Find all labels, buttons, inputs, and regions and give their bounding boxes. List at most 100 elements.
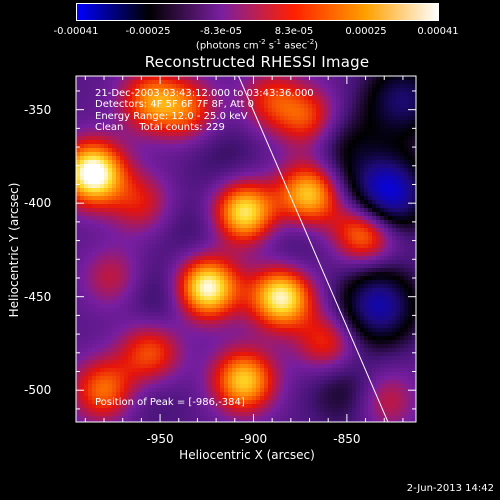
heatmap-cell [240, 256, 244, 260]
heatmap-cell [240, 180, 244, 184]
heatmap-cell [264, 92, 268, 96]
heatmap-cell [212, 292, 216, 296]
heatmap-cell [352, 268, 356, 272]
heatmap-cell [76, 100, 80, 104]
heatmap-cell [372, 232, 376, 236]
heatmap-cell [320, 196, 324, 200]
heatmap-cell [308, 236, 312, 240]
heatmap-cell [212, 112, 216, 116]
heatmap-cell [172, 244, 176, 248]
heatmap-cell [232, 196, 236, 200]
heatmap-cell [288, 208, 292, 212]
heatmap-cell [352, 88, 356, 92]
heatmap-cell [128, 164, 132, 168]
heatmap-cell [88, 152, 92, 156]
heatmap-cell [176, 192, 180, 196]
heatmap-cell [276, 172, 280, 176]
heatmap-cell [304, 176, 308, 180]
heatmap-cell [80, 288, 84, 292]
heatmap-cell [352, 188, 356, 192]
heatmap-cell [148, 248, 152, 252]
heatmap-cell [196, 264, 200, 268]
heatmap-cell [96, 88, 100, 92]
heatmap-cell [348, 176, 352, 180]
heatmap-cell [112, 256, 116, 260]
heatmap-cell [256, 132, 260, 136]
heatmap-cell [232, 220, 236, 224]
heatmap-cell [228, 216, 232, 220]
heatmap-cell [288, 284, 292, 288]
heatmap-cell [396, 292, 400, 296]
heatmap-cell [128, 160, 132, 164]
heatmap-cell [388, 176, 392, 180]
heatmap-cell [140, 292, 144, 296]
heatmap-cell [400, 272, 404, 276]
heatmap-cell [188, 192, 192, 196]
heatmap-cell [296, 100, 300, 104]
heatmap-cell [108, 120, 112, 124]
heatmap-cell [276, 80, 280, 84]
heatmap-cell [408, 260, 412, 264]
heatmap-cell [296, 176, 300, 180]
heatmap-cell [104, 272, 108, 276]
heatmap-cell [128, 180, 132, 184]
heatmap-cell [296, 216, 300, 220]
heatmap-cell [280, 164, 284, 168]
heatmap-cell [252, 220, 256, 224]
heatmap-cell [252, 304, 256, 308]
heatmap-cell [156, 304, 160, 308]
heatmap-cell [144, 280, 148, 284]
heatmap-cell [332, 196, 336, 200]
heatmap-cell [388, 264, 392, 268]
heatmap-cell [380, 188, 384, 192]
heatmap-cell [380, 180, 384, 184]
heatmap-cell [132, 192, 136, 196]
heatmap-cell [240, 80, 244, 84]
heatmap-cell [224, 288, 228, 292]
heatmap-cell [208, 268, 212, 272]
heatmap-cell [400, 148, 404, 152]
heatmap-cell [388, 112, 392, 116]
heatmap-cell [168, 268, 172, 272]
heatmap-cell [216, 164, 220, 168]
heatmap-cell [232, 264, 236, 268]
heatmap-cell [136, 108, 140, 112]
heatmap-cell [284, 144, 288, 148]
heatmap-cell [92, 212, 96, 216]
heatmap-cell [112, 260, 116, 264]
heatmap-cell [356, 116, 360, 120]
heatmap-cell [284, 192, 288, 196]
heatmap-cell [144, 132, 148, 136]
heatmap-cell [332, 140, 336, 144]
heatmap-cell [308, 216, 312, 220]
heatmap-cell [160, 96, 164, 100]
heatmap-cell [204, 292, 208, 296]
heatmap-cell [296, 276, 300, 280]
heatmap-cell [368, 100, 372, 104]
heatmap-cell [160, 276, 164, 280]
heatmap-cell [364, 196, 368, 200]
heatmap-cell [108, 108, 112, 112]
heatmap-cell [148, 76, 152, 80]
heatmap-cell [180, 96, 184, 100]
heatmap-cell [388, 212, 392, 216]
heatmap-cell [228, 136, 232, 140]
heatmap-cell [260, 144, 264, 148]
heatmap-cell [128, 240, 132, 244]
heatmap-cell [404, 216, 408, 220]
heatmap-cell [308, 92, 312, 96]
heatmap-cell [212, 160, 216, 164]
heatmap-cell [372, 132, 376, 136]
heatmap-cell [208, 300, 212, 304]
heatmap-cell [332, 188, 336, 192]
heatmap-cell [112, 272, 116, 276]
heatmap-cell [344, 284, 348, 288]
heatmap-cell [148, 184, 152, 188]
heatmap-cell [108, 252, 112, 256]
heatmap-cell [184, 296, 188, 300]
heatmap-cell [152, 236, 156, 240]
heatmap-cell [340, 204, 344, 208]
heatmap-cell [372, 80, 376, 84]
heatmap-cell [360, 256, 364, 260]
heatmap-cell [96, 200, 100, 204]
